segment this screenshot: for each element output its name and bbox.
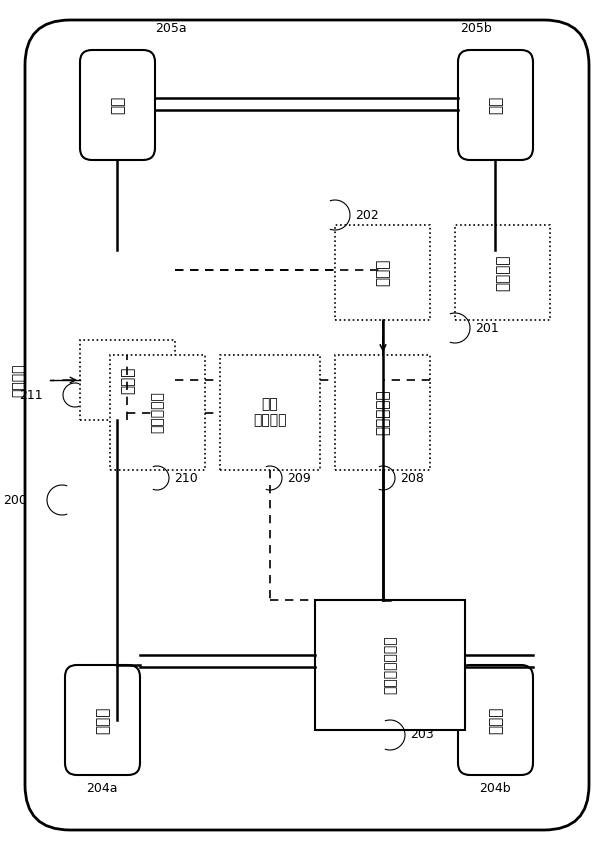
Text: 駆動輪: 駆動輪 [488, 706, 503, 734]
Text: 各種センサ: 各種センサ [150, 392, 165, 434]
FancyBboxPatch shape [25, 20, 589, 830]
Bar [315, 600, 465, 730]
Text: 204b: 204b [479, 782, 511, 795]
FancyBboxPatch shape [80, 50, 155, 160]
Bar [455, 225, 550, 320]
Text: 205a: 205a [155, 22, 187, 35]
Bar [220, 355, 320, 470]
Text: 201: 201 [475, 321, 499, 335]
Bar [110, 355, 205, 470]
Text: 204a: 204a [86, 782, 118, 795]
Bar [335, 355, 430, 470]
Bar [80, 340, 175, 420]
Text: バッテリー: バッテリー [375, 389, 390, 435]
Bar [335, 225, 430, 320]
Text: 車輪: 車輪 [488, 96, 503, 114]
Text: 211: 211 [20, 388, 43, 401]
Text: 車輪: 車輪 [110, 96, 125, 114]
Text: 外部電源: 外部電源 [11, 363, 25, 397]
Text: 電動力変換装置: 電動力変換装置 [383, 636, 397, 694]
FancyBboxPatch shape [458, 665, 533, 775]
Text: 203: 203 [410, 728, 433, 741]
Text: 充電口: 充電口 [120, 366, 135, 394]
Text: 発電機: 発電機 [375, 258, 390, 286]
Text: 205b: 205b [460, 22, 492, 35]
FancyBboxPatch shape [458, 50, 533, 160]
Text: エンジン: エンジン [495, 254, 510, 291]
Text: 200: 200 [3, 494, 27, 507]
Text: 蓄電
制御装置: 蓄電 制御装置 [253, 398, 287, 428]
Text: 202: 202 [355, 208, 379, 222]
Text: 210: 210 [174, 472, 198, 484]
Text: 209: 209 [287, 472, 311, 484]
FancyBboxPatch shape [65, 665, 140, 775]
Text: 208: 208 [400, 472, 424, 484]
Text: 駆動輪: 駆動輪 [95, 706, 110, 734]
